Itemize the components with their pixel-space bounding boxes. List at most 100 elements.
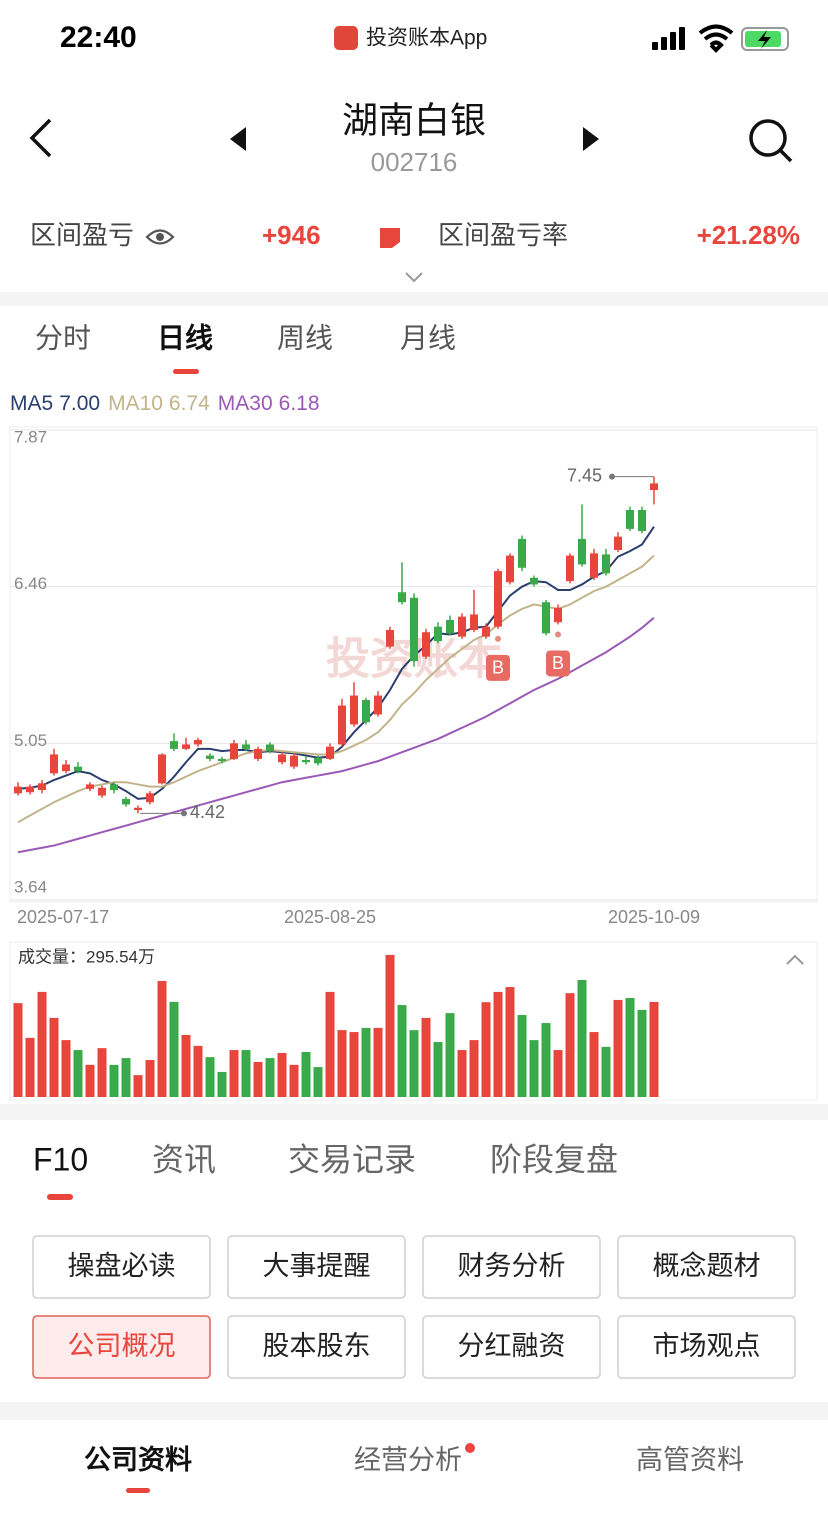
section-tab[interactable]: 阶段复盘 bbox=[490, 1141, 618, 1177]
candle-body bbox=[398, 592, 406, 603]
menu-button-label[interactable]: 股本股东 bbox=[263, 1331, 371, 1361]
menu-button-label[interactable]: 公司概况 bbox=[68, 1331, 176, 1361]
candle-body bbox=[506, 555, 514, 583]
menu-button-label[interactable]: 操盘必读 bbox=[68, 1251, 176, 1281]
volume-bar bbox=[49, 1017, 59, 1097]
stock-name: 湖南白银 bbox=[342, 100, 486, 141]
volume-bar bbox=[421, 1017, 431, 1097]
volume-bar bbox=[61, 1040, 71, 1097]
expand-chevron[interactable] bbox=[405, 272, 423, 283]
buy-dot bbox=[495, 635, 501, 642]
menu-button[interactable] bbox=[32, 1235, 211, 1299]
volume-label: 成交量：295.54万 bbox=[18, 947, 155, 966]
ma-name: MA30 bbox=[218, 392, 273, 415]
volume-bar bbox=[457, 1050, 467, 1097]
volume-bar bbox=[553, 1050, 563, 1097]
x-tick-label: 2025-08-25 bbox=[284, 907, 376, 927]
volume-bar bbox=[73, 1050, 83, 1097]
candle-body bbox=[170, 741, 178, 749]
candle-body bbox=[62, 764, 70, 772]
x-tick-label: 2025-10-09 bbox=[608, 907, 700, 927]
volume-bar bbox=[433, 1042, 443, 1097]
section-tab[interactable]: 交易记录 bbox=[288, 1141, 416, 1177]
volume-bar bbox=[205, 1057, 215, 1097]
volume-bar bbox=[649, 1002, 659, 1097]
collapse-chevron[interactable] bbox=[786, 954, 804, 965]
menu-button[interactable] bbox=[422, 1235, 601, 1299]
candle-body bbox=[134, 807, 142, 810]
chart-tab[interactable]: 日线 bbox=[157, 322, 213, 353]
notify-dot bbox=[465, 1443, 475, 1453]
buy-label: B bbox=[492, 658, 504, 678]
menu-button[interactable] bbox=[422, 1315, 601, 1379]
volume-bar bbox=[229, 1050, 239, 1097]
volume-bar bbox=[97, 1048, 107, 1097]
tab-indicator bbox=[173, 369, 199, 374]
eye-icon[interactable] bbox=[145, 229, 175, 245]
bottom-tab[interactable]: 公司资料 bbox=[84, 1445, 192, 1475]
candle-body bbox=[206, 755, 214, 759]
max-label: 7.45 bbox=[567, 465, 602, 485]
menu-button-label[interactable]: 分红融资 bbox=[458, 1331, 566, 1361]
ma-value: 6.74 bbox=[169, 392, 210, 415]
candle-body bbox=[194, 740, 202, 745]
candle-body bbox=[302, 760, 310, 763]
candle-body bbox=[590, 553, 598, 578]
chart-tab[interactable]: 月线 bbox=[400, 322, 456, 353]
menu-button-label[interactable]: 市场观点 bbox=[653, 1331, 761, 1361]
volume-bar bbox=[637, 1009, 647, 1097]
candle-body bbox=[314, 757, 322, 764]
stock-code: 002716 bbox=[371, 147, 458, 177]
section-tab[interactable]: F10 bbox=[33, 1141, 88, 1177]
chart-tab[interactable]: 周线 bbox=[277, 322, 333, 353]
next-stock[interactable] bbox=[583, 127, 599, 151]
candle-body bbox=[422, 632, 430, 657]
menu-button[interactable] bbox=[32, 1315, 211, 1379]
candle-body bbox=[74, 766, 82, 772]
section-tab[interactable]: 资讯 bbox=[152, 1141, 216, 1177]
volume-bar bbox=[505, 987, 515, 1097]
volume-bar bbox=[121, 1058, 131, 1097]
menu-button[interactable] bbox=[227, 1315, 406, 1379]
candle-body bbox=[434, 626, 442, 642]
chart-tab[interactable]: 分时 bbox=[35, 322, 91, 353]
candle-body bbox=[614, 536, 622, 550]
pnl-label: 区间盈亏 bbox=[30, 220, 134, 250]
candle-body bbox=[50, 754, 58, 774]
volume-bar bbox=[157, 980, 167, 1097]
volume-bar bbox=[613, 999, 623, 1097]
chart-frame bbox=[9, 426, 818, 903]
back-button[interactable] bbox=[29, 118, 52, 158]
menu-button[interactable] bbox=[617, 1315, 796, 1379]
prev-stock[interactable] bbox=[230, 127, 246, 151]
menu-button[interactable] bbox=[617, 1235, 796, 1299]
tab-indicator bbox=[126, 1488, 150, 1493]
candle-body bbox=[38, 783, 46, 790]
app-name: 投资账本App bbox=[366, 27, 487, 50]
bottom-tab[interactable]: 经营分析 bbox=[354, 1445, 462, 1475]
volume-bar bbox=[397, 1005, 407, 1097]
candle-body bbox=[470, 614, 478, 630]
bottom-tab[interactable]: 高管资料 bbox=[636, 1445, 744, 1475]
menu-button-label[interactable]: 大事提醒 bbox=[263, 1251, 371, 1281]
candle-body bbox=[290, 755, 298, 767]
search-button[interactable] bbox=[749, 119, 793, 163]
candle-body bbox=[482, 626, 490, 637]
menu-button-label[interactable]: 概念题材 bbox=[653, 1251, 761, 1281]
candle-body bbox=[410, 597, 418, 662]
menu-button-label[interactable]: 财务分析 bbox=[458, 1251, 566, 1281]
buy-badge bbox=[486, 654, 510, 681]
ma-legend: MA5 7.00 MA10 6.74 MA30 6.18 bbox=[10, 392, 320, 415]
menu-button[interactable] bbox=[227, 1235, 406, 1299]
app-icon bbox=[334, 26, 358, 50]
volume-bar bbox=[265, 1058, 275, 1097]
candle-body bbox=[254, 748, 262, 759]
candle-body bbox=[326, 746, 334, 759]
volume-bar bbox=[481, 1002, 491, 1097]
ma-line bbox=[17, 526, 655, 800]
volume-bar bbox=[445, 1013, 455, 1097]
volume-bar bbox=[601, 1046, 611, 1097]
volume-bar bbox=[529, 1040, 539, 1097]
volume-bar bbox=[25, 1037, 35, 1097]
